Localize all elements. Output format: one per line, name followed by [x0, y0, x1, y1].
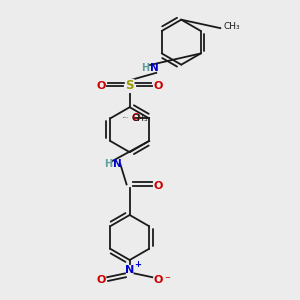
Text: methoxy: methoxy	[123, 116, 129, 118]
Text: O: O	[153, 275, 163, 285]
Text: S: S	[125, 80, 134, 92]
Text: O: O	[153, 181, 163, 191]
Text: ⁻: ⁻	[164, 275, 170, 285]
Text: H: H	[141, 63, 149, 73]
Text: N: N	[113, 159, 122, 169]
Text: N: N	[150, 63, 159, 73]
Text: CH₃: CH₃	[132, 114, 148, 123]
Text: O: O	[97, 275, 106, 285]
Text: H: H	[104, 159, 112, 169]
Text: O: O	[153, 81, 163, 91]
Text: O: O	[97, 81, 106, 91]
Text: N: N	[125, 265, 134, 275]
Text: CH₃: CH₃	[224, 22, 240, 31]
Text: +: +	[134, 260, 141, 269]
Text: O: O	[131, 113, 140, 123]
